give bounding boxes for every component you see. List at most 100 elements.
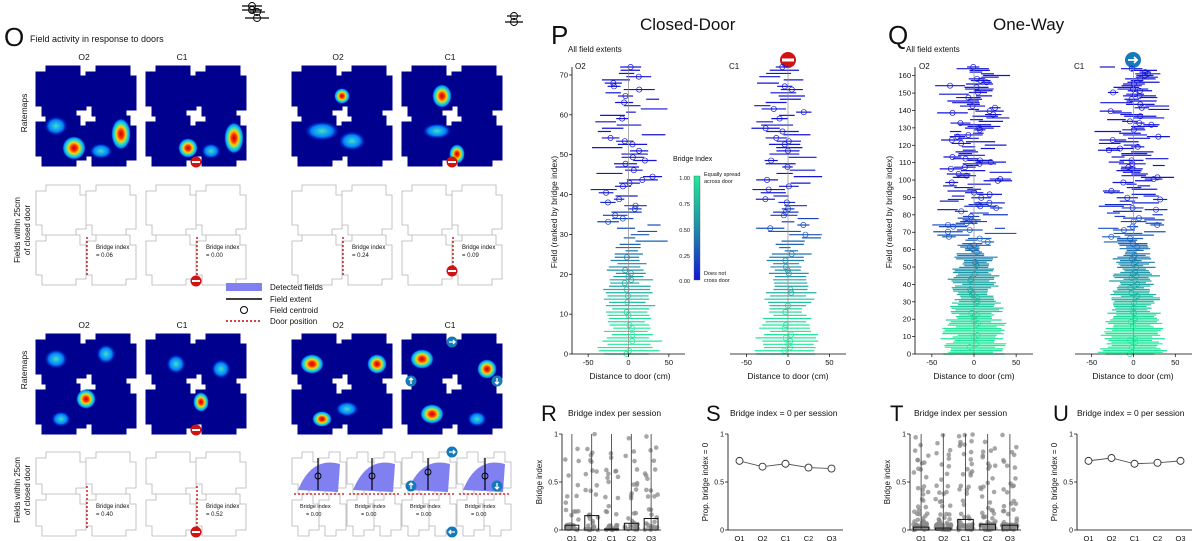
p-c1-field-centroid-27: [782, 263, 789, 270]
q-o2-field-centroid-68: [976, 235, 983, 242]
panel-s-title: Bridge index = 0 per session: [730, 408, 838, 418]
bridge-index-value-bottom-1: = 0.52: [206, 512, 224, 518]
panel-o-legend: Detected fields Field extent Field centr…: [226, 283, 323, 326]
r-point-4-22: [644, 434, 649, 439]
r-point-1-4: [595, 515, 601, 520]
p-o2-ytick-3: 30: [560, 230, 568, 239]
r-point-3-15: [634, 482, 640, 488]
t-point-1-43: [948, 523, 954, 528]
t-point-1-50: [933, 523, 939, 528]
ratemap-bottom-b-o2: [291, 333, 393, 435]
t-point-0-57: [919, 497, 925, 502]
r-point-1-1: [583, 487, 588, 493]
t-box-2: [957, 518, 974, 531]
t-point-3-50: [981, 515, 986, 520]
t-point-0-5: [911, 470, 917, 475]
t-point-0-6: [918, 442, 923, 448]
p-o2-field-centroid-6: [629, 331, 636, 338]
r-point-2-0: [606, 503, 612, 509]
q-o2-field-centroid-146: [969, 103, 976, 110]
t-point-3-52: [991, 489, 997, 495]
t-point-1-46: [939, 503, 945, 509]
r-point-1-12: [585, 523, 591, 528]
u-ytick-0: 0: [1069, 528, 1073, 535]
r-point-4-0: [651, 458, 657, 464]
t-point-0-38: [919, 460, 925, 466]
r-point-1-15: [590, 521, 595, 526]
p-o2-field-centroid-57: [630, 167, 637, 174]
field-centroid-marker: [510, 18, 518, 26]
t-point-0-7: [915, 485, 921, 491]
t-box-1: [935, 527, 952, 531]
q-o2-field-centroid-106: [955, 171, 962, 177]
q-o2-field-centroid-38: [967, 286, 974, 293]
r-point-1-29: [592, 431, 597, 437]
p-o2-field-centroid-55: [649, 173, 656, 180]
t-point-2-41: [966, 514, 971, 520]
panel-p-heading: Closed-Door: [640, 15, 736, 34]
detected-field: [408, 462, 450, 492]
bridge-index-label-oneway-0: Bridge index: [300, 504, 331, 510]
p-o2-field-centroid-59: [622, 160, 629, 167]
r-box-3: [623, 522, 639, 531]
legend-door-position: Door position: [270, 317, 317, 326]
colorbar-tick-050: 0.50: [679, 228, 690, 234]
colorbar-top-line2: across door: [704, 179, 733, 185]
panel-q-subtitle: All field extents: [906, 45, 960, 54]
u-point-2: [1130, 459, 1139, 468]
r-point-1-25: [594, 483, 600, 488]
r-point-3-27: [633, 510, 639, 516]
t-point-0-1: [915, 517, 921, 523]
u-category-1: O2: [1106, 534, 1116, 541]
t-point-4-43: [1000, 523, 1006, 529]
r-box-1: [584, 515, 600, 531]
p-c1-field-centroid-66: [785, 138, 792, 145]
t-point-3-56: [978, 485, 983, 490]
t-point-4-49: [1011, 452, 1017, 458]
t-point-3-58: [990, 516, 995, 521]
p-o2-field-centroid-61: [629, 154, 636, 161]
q-c1-field-centroid-91: [1157, 196, 1164, 203]
u-point-0: [1084, 456, 1093, 465]
q-o2-field-centroid-116: [949, 154, 956, 160]
t-point-4-36: [1004, 463, 1010, 469]
q-o2-field-centroid-101: [948, 179, 955, 186]
r-point-2-26: [613, 468, 619, 474]
bridge-index-value-top-2: = 0.24: [352, 253, 370, 259]
r-point-0-3: [575, 482, 581, 488]
colorbar-tick-075: 0.75: [679, 202, 690, 208]
q-o2-field-centroid-109: [947, 165, 954, 172]
t-point-2-49: [962, 432, 968, 438]
r-point-4-24: [649, 512, 654, 517]
p-o2-field-centroid-86: [635, 73, 642, 80]
q-c1-field-centroid-168: [1128, 65, 1135, 72]
q-o2-ytick-3: 30: [903, 297, 911, 306]
r-point-0-12: [563, 507, 569, 513]
r-point-4-19: [654, 524, 660, 530]
field-centroid-marker: [314, 472, 322, 480]
t-point-4-53: [1011, 498, 1017, 504]
r-point-4-10: [648, 448, 653, 453]
panel-p-right-axes: -50 0 50: [730, 64, 846, 367]
field-centroid-marker: [424, 468, 432, 476]
p-o2-field-centroid-66: [621, 138, 628, 145]
colorbar-tick-025: 0.25: [679, 254, 690, 260]
panel-o-title: Field activity in response to doors: [30, 34, 164, 44]
q-o2-field-centroid-72: [944, 228, 951, 235]
p-c1-field-centroid-73: [776, 115, 783, 122]
p-c1-field-centroid-54: [764, 176, 770, 183]
no-entry-icon-top-a: [190, 156, 202, 168]
t-point-1-3: [946, 456, 952, 461]
r-point-2-25: [604, 509, 610, 515]
p-o2-field-centroid-60: [641, 157, 648, 164]
q-o2-ytick-16: 160: [898, 71, 911, 80]
q-o2-field-centroid-126: [948, 137, 955, 143]
t-point-0-50: [912, 448, 918, 453]
no-entry-icon-bottom-a-fields: [190, 526, 202, 538]
q-c1-field-centroid-65: [1129, 240, 1136, 247]
panel-t: T Bridge index per session 0 0.5 1 O1 O2 C1 C2…: [883, 401, 1021, 541]
panel-q-o2-label: O2: [919, 62, 930, 71]
r-ylabel: Bridge index: [535, 460, 544, 504]
t-point-1-15: [939, 477, 944, 482]
panel-r: R Bridge index per session 0 0.5 1 O1 O2 C1 C2…: [535, 401, 661, 541]
